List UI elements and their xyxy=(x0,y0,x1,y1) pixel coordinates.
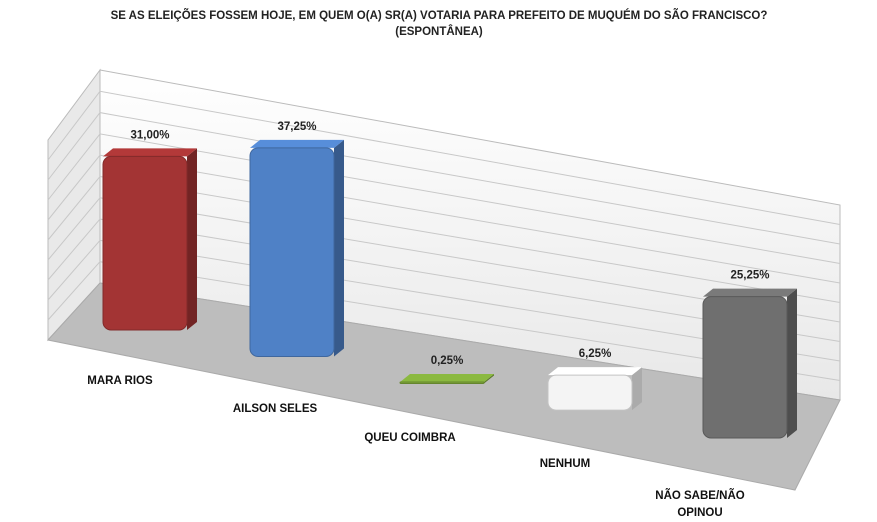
chart-title: SE AS ELEIÇÕES FOSSEM HOJE, EM QUEM O(A)… xyxy=(110,10,768,38)
grid xyxy=(47,90,841,381)
value-label: 25,25% xyxy=(730,270,769,282)
grid-line xyxy=(47,154,841,284)
value-label: 31,00% xyxy=(130,129,169,141)
x-tick-label: QUEU COIMBRA xyxy=(364,432,456,444)
x-tick-label: NÃO SABE/NÃO OPINOU xyxy=(655,490,745,519)
bar-top xyxy=(400,374,494,383)
bar xyxy=(249,147,335,357)
bar-top xyxy=(548,367,642,376)
grid-line xyxy=(47,197,841,323)
bar-side xyxy=(334,139,344,357)
bar-top xyxy=(103,148,197,157)
grid-line xyxy=(47,175,841,303)
bar-top xyxy=(250,139,344,148)
grid-line xyxy=(47,218,841,342)
grid-line xyxy=(47,261,841,381)
bar xyxy=(702,296,788,439)
bar xyxy=(399,381,485,384)
value-label: 6,25% xyxy=(579,348,612,360)
bar xyxy=(547,374,633,411)
bars: 31,00% 37,25% 0,25% 6,25% 25,25% xyxy=(102,121,797,439)
bar-side xyxy=(787,288,797,438)
grid-line xyxy=(47,133,841,264)
grid-line xyxy=(47,90,841,225)
grid-line xyxy=(47,112,841,245)
bar-side xyxy=(632,367,642,411)
x-tick-label: AILSON SELES xyxy=(232,403,318,415)
grid-line xyxy=(47,239,841,362)
value-label: 37,25% xyxy=(277,121,316,133)
bar-top xyxy=(703,288,797,297)
bar-side xyxy=(187,148,197,330)
value-label: 0,25% xyxy=(431,355,464,367)
x-tick-label: NENHUM xyxy=(539,458,591,470)
floor xyxy=(47,282,841,491)
bar-side xyxy=(484,374,494,384)
bar xyxy=(102,155,188,331)
x-tick-label: MARA RIOS xyxy=(87,375,153,387)
